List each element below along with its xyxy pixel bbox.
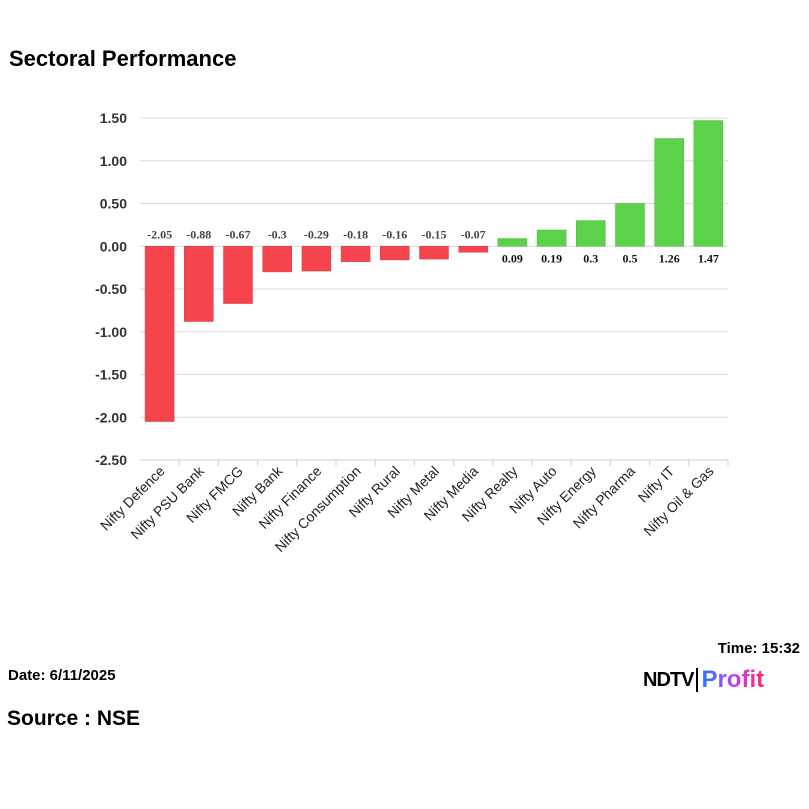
chart-title: Sectoral Performance	[9, 46, 237, 71]
x-tick-label: Nifty Oil & Gas	[640, 463, 716, 539]
ndtv-profit-logo: NDTV Profit	[643, 666, 764, 694]
bar	[576, 220, 606, 247]
y-tick-label: -1.50	[95, 367, 127, 383]
logo-ndtv: NDTV	[643, 668, 694, 691]
data-label: -0.18	[343, 227, 368, 241]
bar-chart: 1.50 1.00 0.50 0.00 -0.50 -1.00 -1.50 -2.00 -2.5…	[95, 110, 729, 555]
bar	[536, 229, 567, 247]
y-tick-label: 1.00	[100, 153, 127, 169]
data-label: 0.5	[623, 251, 638, 265]
bar	[497, 238, 528, 247]
y-tick-label: -0.50	[95, 281, 127, 297]
data-label: -0.67	[226, 227, 251, 241]
bar	[262, 246, 292, 273]
bar	[654, 138, 684, 247]
source-label: Source : NSE	[7, 707, 141, 730]
data-label: -0.3	[268, 227, 287, 241]
y-tick-label: -1.00	[95, 324, 127, 340]
data-label: -0.88	[186, 227, 211, 241]
y-tick-label: 0.00	[100, 238, 127, 254]
bar	[380, 246, 410, 261]
date-label: Date: 6/11/2025	[8, 667, 116, 684]
data-label: 0.19	[541, 251, 562, 265]
data-label: -0.15	[422, 227, 447, 241]
data-label: -0.07	[461, 227, 486, 241]
data-label: -2.05	[147, 227, 172, 241]
bar	[419, 246, 449, 260]
y-tick-label: -2.00	[95, 409, 127, 425]
bar	[223, 246, 253, 304]
bar	[301, 246, 332, 272]
y-tick-label: 0.50	[100, 196, 127, 212]
logo-divider	[696, 668, 699, 692]
data-label: -0.29	[304, 227, 329, 241]
time-label: Time: 15:32	[717, 640, 800, 657]
bar	[693, 120, 724, 247]
data-label: -0.16	[382, 227, 407, 241]
data-label: 1.26	[659, 251, 680, 265]
y-tick-label: 1.50	[100, 110, 127, 126]
bar	[184, 246, 214, 322]
bar	[458, 246, 488, 253]
bar	[340, 246, 371, 262]
logo-profit: Profit	[701, 666, 765, 693]
data-label: 0.3	[583, 251, 598, 265]
data-label: 0.09	[502, 251, 523, 265]
y-tick-label: -2.50	[95, 452, 127, 468]
bar	[144, 246, 175, 422]
data-label: 1.47	[698, 251, 719, 265]
bar	[615, 203, 645, 247]
